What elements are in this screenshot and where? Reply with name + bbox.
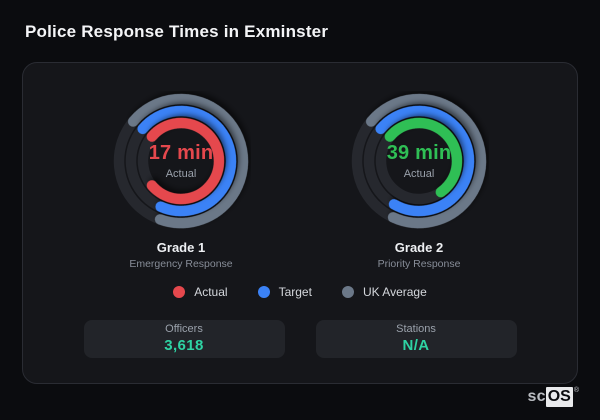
stats-row: Officers 3,618 Stations N/A	[83, 320, 517, 358]
uk-average-arc	[351, 93, 487, 229]
gauges-row: 17 min Actual Grade 1 Emergency Response…	[97, 91, 503, 270]
legend-item-actual[interactable]: Actual	[173, 285, 228, 299]
gauge-grade-2: 39 min Actual Grade 2 Priority Response	[335, 91, 503, 270]
grade-2-radial-svg	[351, 93, 487, 229]
actual-arc	[137, 117, 225, 205]
legend-actual-dot	[173, 286, 186, 298]
page-title: Police Response Times in Exminster	[25, 22, 329, 41]
scos-logo-box: OS	[545, 387, 573, 407]
gauge-grade-1: 17 min Actual Grade 1 Emergency Response	[97, 91, 265, 270]
grade-1-radial-svg	[113, 93, 249, 229]
grade-2-radial-chart: 39 min Actual	[349, 91, 489, 231]
legend-uk-average-dot	[341, 286, 354, 298]
uk-average-arc	[113, 93, 249, 229]
target-arc	[125, 105, 237, 217]
stat-card-officers: Officers 3,618	[83, 320, 285, 358]
grade-2-title: Grade 2	[394, 240, 444, 255]
legend-actual-label: Actual	[194, 285, 228, 299]
legend-item-uk-average[interactable]: UK Average	[341, 285, 427, 299]
scos-logo-prefix: sc	[527, 388, 546, 405]
stations-label: Stations	[396, 323, 436, 336]
grade-1-radial-chart: 17 min Actual	[111, 91, 251, 231]
grade-2-subtitle: Priority Response	[377, 258, 461, 270]
legend-target-dot	[257, 286, 270, 298]
grade-1-subtitle: Emergency Response	[129, 258, 233, 270]
registered-mark-icon: ®	[573, 387, 579, 394]
officers-value: 3,618	[164, 336, 204, 354]
scos-logo: sc OS ®	[527, 387, 579, 407]
stations-value: N/A	[402, 336, 430, 354]
target-arc	[363, 105, 475, 217]
officers-label: Officers	[165, 323, 203, 336]
response-times-panel: 17 min Actual Grade 1 Emergency Response…	[22, 62, 578, 384]
legend: Actual Target UK Average	[173, 285, 427, 299]
legend-uk-average-label: UK Average	[362, 285, 427, 299]
legend-target-label: Target	[278, 285, 312, 299]
legend-item-target[interactable]: Target	[257, 285, 312, 299]
grade-1-title: Grade 1	[156, 240, 206, 255]
actual-arc	[375, 117, 463, 205]
stat-card-stations: Stations N/A	[315, 320, 517, 358]
